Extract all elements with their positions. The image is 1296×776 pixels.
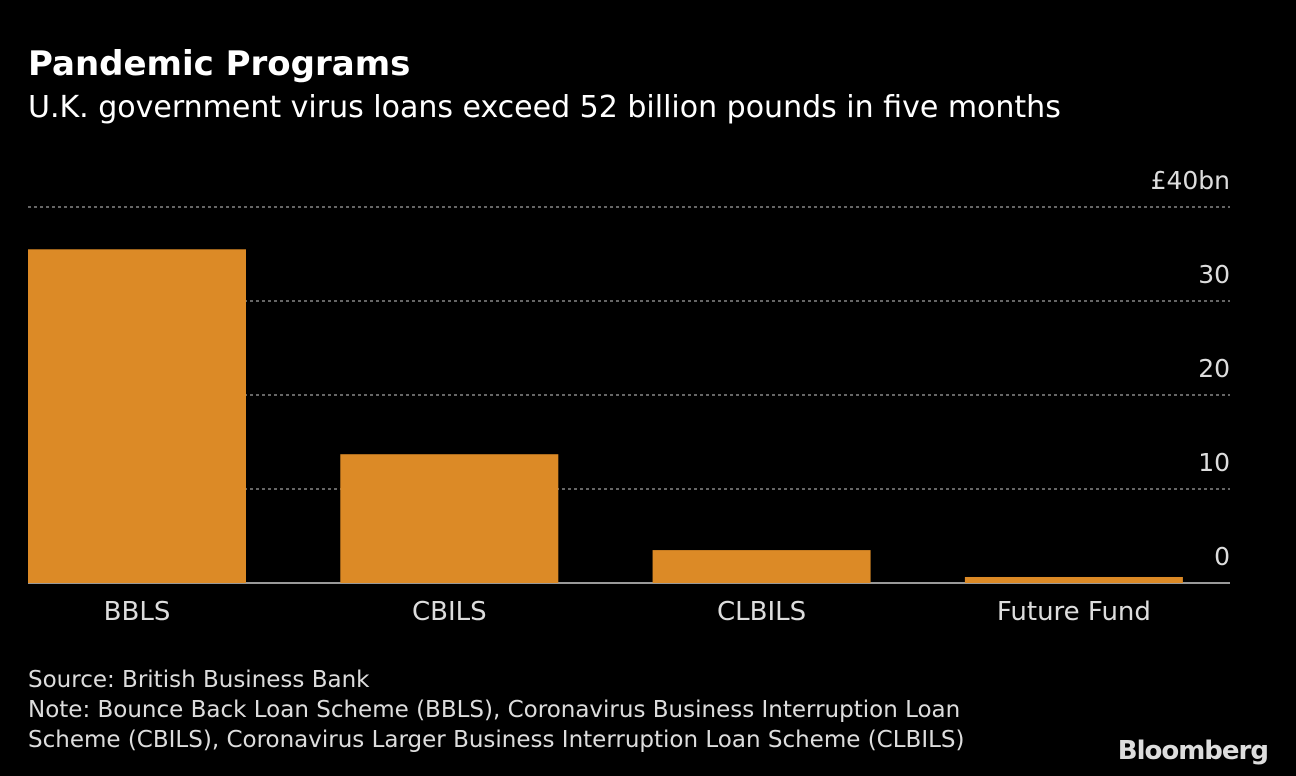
y-tick-label: £40bn: [1151, 166, 1230, 195]
y-tick-label: 30: [1198, 260, 1230, 289]
y-tick-label: 0: [1214, 542, 1230, 571]
note: Note: Bounce Back Loan Scheme (BBLS), Co…: [28, 697, 960, 723]
x-tick-label: CBILS: [412, 597, 487, 627]
chart-subtitle: U.K. government virus loans exceed 52 bi…: [28, 90, 1061, 125]
x-tick-label: CLBILS: [717, 597, 806, 627]
bar: [652, 550, 871, 583]
bar: [340, 454, 559, 583]
logo: Bloomberg: [1118, 736, 1268, 766]
y-tick-label: 20: [1198, 354, 1230, 383]
x-tick-label: Future Fund: [997, 597, 1151, 627]
chart-title: Pandemic Programs: [28, 44, 410, 84]
bar: [964, 576, 1183, 583]
bar: [28, 249, 246, 584]
source: Source: British Business Bank: [28, 667, 370, 693]
y-tick-label: 10: [1198, 448, 1230, 477]
note: Scheme (CBILS), Coronavirus Larger Busin…: [28, 727, 965, 753]
x-tick-label: BBLS: [104, 597, 171, 627]
